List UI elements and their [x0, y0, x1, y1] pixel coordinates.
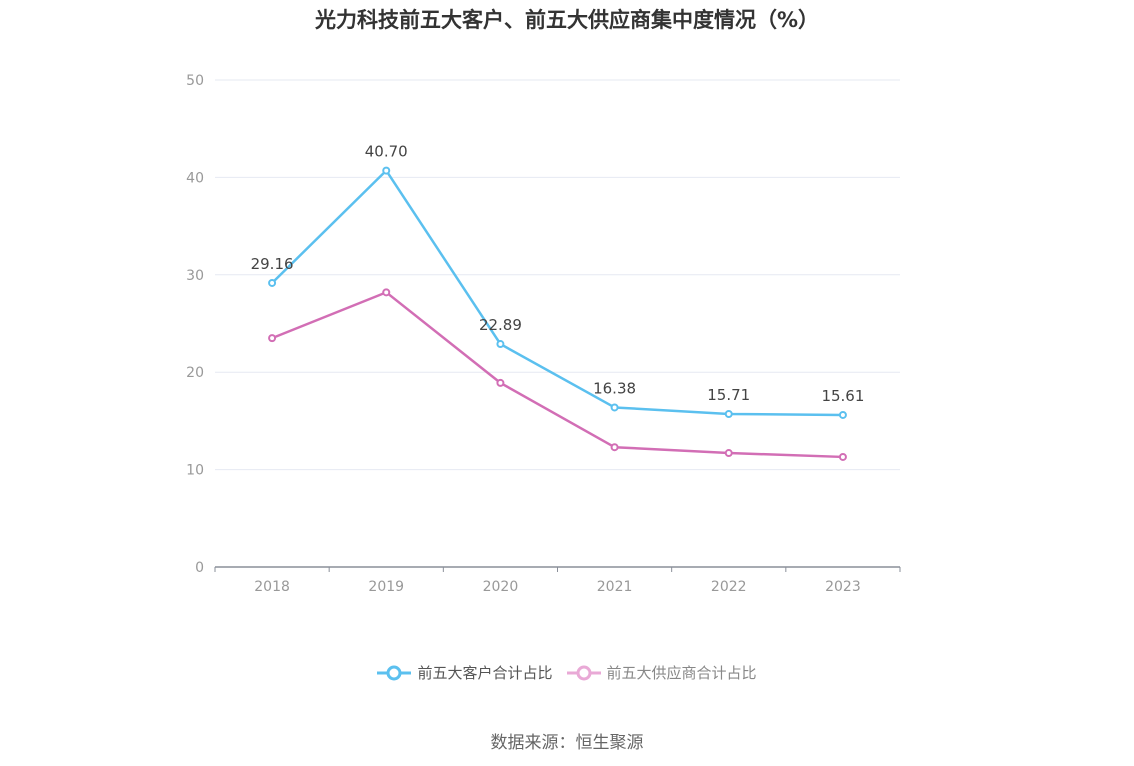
legend-item-customers[interactable]: 前五大客户合计占比	[377, 662, 553, 683]
y-tick-label: 0	[195, 560, 204, 576]
data-point-suppliers	[610, 443, 619, 452]
y-tick-label: 50	[186, 73, 204, 89]
x-tick-label: 2020	[483, 579, 519, 595]
line-chart: 0 10 20 30 40 50 2018 2019 2020 2021 2022 2023 29.16…	[186, 73, 901, 595]
data-point-customers	[268, 278, 277, 287]
data-point-suppliers	[838, 452, 847, 461]
data-label-customers: 15.71	[707, 386, 750, 404]
legend-customers-marker-icon	[377, 665, 412, 680]
data-label-customers: 15.61	[821, 387, 864, 405]
legend-suppliers-label: 前五大供应商合计占比	[606, 664, 757, 682]
x-tick-label: 2021	[597, 579, 633, 595]
data-point-suppliers	[496, 378, 505, 387]
series-line-suppliers	[271, 291, 843, 459]
data-point-customers	[382, 166, 391, 175]
x-tick-label: 2019	[368, 579, 404, 595]
y-tick-label: 30	[186, 268, 204, 284]
data-source: 数据来源：恒生聚源	[490, 733, 644, 753]
chart-title: 光力科技前五大客户、前五大供应商集中度情况（%）	[314, 8, 820, 32]
legend-item-suppliers[interactable]: 前五大供应商合计占比	[566, 662, 757, 683]
data-point-suppliers	[382, 288, 391, 297]
x-tick-label: 2022	[711, 579, 747, 595]
data-point-customers	[610, 403, 619, 412]
data-point-customers	[496, 340, 505, 349]
x-tick-label: 2018	[254, 579, 290, 595]
data-label-customers: 29.16	[251, 255, 294, 273]
legend: 前五大客户合计占比 前五大供应商合计占比	[0, 662, 1134, 683]
data-label-customers: 40.70	[365, 143, 408, 161]
y-tick-label: 20	[186, 365, 204, 381]
data-point-suppliers	[724, 449, 733, 458]
data-label-customers: 16.38	[593, 379, 636, 397]
series-line-customers	[271, 169, 843, 417]
x-tick-label: 2023	[825, 579, 861, 595]
data-point-customers	[724, 409, 733, 418]
data-label-customers: 22.89	[479, 316, 522, 334]
legend-suppliers-marker-icon	[566, 665, 601, 680]
data-point-suppliers	[268, 334, 277, 343]
legend-customers-label: 前五大客户合计占比	[417, 664, 553, 682]
y-tick-label: 10	[186, 463, 204, 479]
data-point-customers	[838, 410, 847, 419]
y-tick-label: 40	[186, 170, 204, 186]
